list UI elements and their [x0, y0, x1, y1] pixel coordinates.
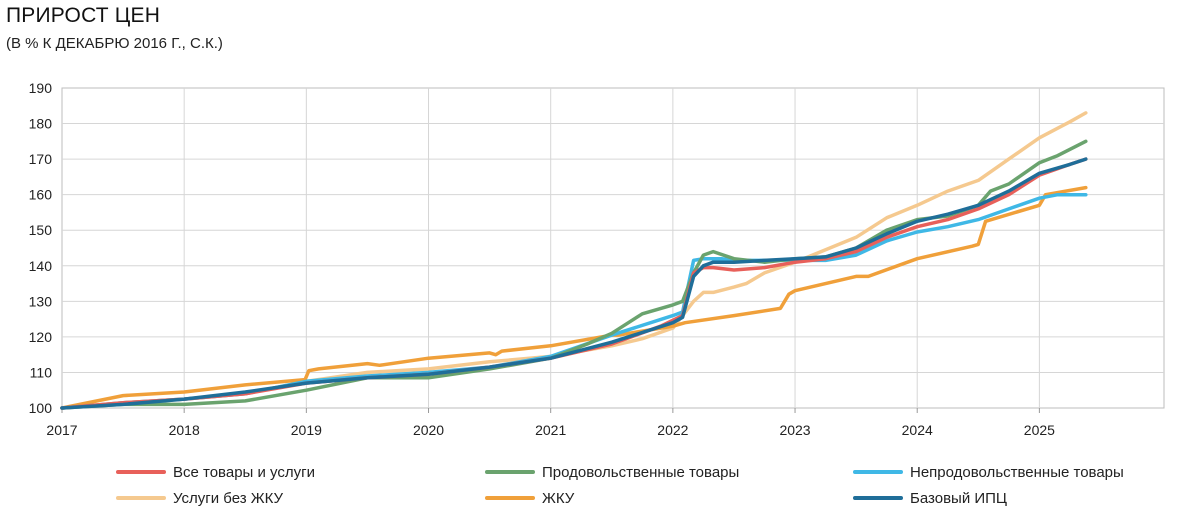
- x-tick-label: 2022: [657, 422, 688, 438]
- legend-label: Все товары и услуги: [173, 464, 315, 481]
- plot-area: [61, 87, 1165, 409]
- y-tick-label: 120: [29, 329, 53, 345]
- legend: Все товары и услуги Продовольственные тов…: [116, 464, 1124, 507]
- y-tick-label: 190: [29, 80, 53, 96]
- x-tick-label: 2024: [902, 422, 933, 438]
- x-axis: 2017 2018 2019 2020 2021 2022 2023 2024 2025: [46, 408, 1055, 438]
- legend-label: ЖКУ: [542, 490, 575, 507]
- x-tick-label: 2020: [413, 422, 444, 438]
- y-tick-label: 160: [29, 187, 53, 203]
- series-lines: [60, 111, 1088, 410]
- x-tick-label: 2017: [46, 422, 77, 438]
- x-tick-label: 2023: [779, 422, 810, 438]
- series-line-3: [60, 111, 1088, 410]
- legend-label: Услуги без ЖКУ: [173, 490, 284, 507]
- series-line-2: [60, 192, 1088, 410]
- series-line-5: [60, 157, 1088, 410]
- y-tick-label: 130: [29, 293, 53, 309]
- series-line-4: [60, 185, 1088, 410]
- y-tick-label: 170: [29, 151, 53, 167]
- x-tick-label: 2018: [169, 422, 200, 438]
- y-axis: 100 110 120 130 140 150 160 170 180 190: [29, 80, 53, 416]
- legend-label: Базовый ИПЦ: [910, 490, 1007, 507]
- chart-title: ПРИРОСТ ЦЕН: [6, 4, 161, 27]
- legend-label: Продовольственные товары: [542, 464, 739, 481]
- y-tick-label: 180: [29, 116, 53, 132]
- legend-label: Непродовольственные товары: [910, 464, 1124, 481]
- x-tick-label: 2019: [291, 422, 322, 438]
- y-tick-label: 150: [29, 222, 53, 238]
- y-tick-label: 140: [29, 258, 53, 274]
- y-tick-label: 100: [29, 400, 53, 416]
- chart-subtitle: (В % К ДЕКАБРЮ 2016 Г., С.К.): [6, 35, 223, 52]
- grid: [62, 88, 1164, 408]
- y-tick-label: 110: [30, 364, 53, 380]
- x-tick-label: 2021: [535, 422, 566, 438]
- x-tick-label: 2025: [1024, 422, 1055, 438]
